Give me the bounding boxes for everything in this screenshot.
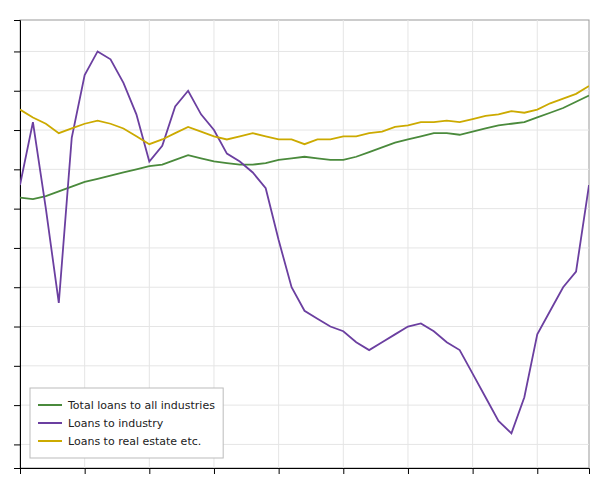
line — [20, 95, 589, 199]
legend-item: Total loans to all industries — [38, 399, 215, 412]
tick-mark — [14, 248, 20, 249]
legend-label: Loans to real estate etc. — [68, 435, 201, 448]
tick-mark — [343, 468, 344, 474]
legend-box — [30, 388, 223, 458]
tick-mark — [14, 209, 20, 210]
tick — [14, 366, 20, 367]
tick — [85, 468, 86, 474]
legend-swatch — [38, 422, 62, 424]
line — [20, 86, 589, 144]
legend-label: Total loans to all industries — [67, 399, 215, 412]
tick-mark — [14, 327, 20, 328]
grid-line — [472, 20, 473, 468]
tick — [537, 468, 538, 474]
tick-mark — [408, 468, 409, 474]
legend-item: Loans to real estate etc. — [38, 435, 201, 448]
grid-line — [20, 130, 589, 131]
axis-line — [21, 469, 590, 475]
tick — [214, 468, 215, 474]
tick — [14, 51, 20, 52]
tick-mark — [214, 468, 215, 474]
legend: Total loans to all industries Loans to in… — [30, 388, 223, 458]
tick — [14, 444, 20, 445]
grid-line — [20, 326, 589, 327]
plot-frame — [20, 20, 589, 468]
tick — [14, 248, 20, 249]
chart: Total loans to all industries Loans to in… — [0, 0, 609, 488]
grid-line — [20, 169, 589, 170]
tick — [14, 209, 20, 210]
grid-line — [20, 365, 589, 366]
grid-line — [20, 51, 589, 52]
y-axis — [14, 21, 21, 469]
tick-mark — [14, 51, 20, 52]
tick — [14, 287, 20, 288]
grid-line — [20, 90, 589, 91]
tick — [14, 405, 20, 406]
tick-mark — [149, 468, 150, 474]
tick — [14, 169, 20, 170]
grid-line — [20, 208, 589, 209]
tick — [473, 468, 474, 474]
tick-mark — [85, 468, 86, 474]
tick-mark — [14, 287, 20, 288]
plot: Total loans to all industries Loans to in… — [14, 20, 590, 474]
tick-mark — [14, 444, 20, 445]
tick-mark — [14, 169, 20, 170]
legend-label: Loans to industry — [68, 417, 164, 430]
grid — [20, 20, 589, 468]
legend-swatch — [38, 404, 62, 406]
tick-mark — [14, 91, 20, 92]
tick-mark — [14, 130, 20, 131]
lines — [20, 51, 589, 433]
grid-line — [20, 287, 589, 288]
x-axis — [21, 468, 590, 474]
tick-mark — [473, 468, 474, 474]
tick-mark — [14, 366, 20, 367]
tick — [14, 130, 20, 131]
tick-mark — [14, 405, 20, 406]
grid-line — [343, 20, 344, 468]
tick — [279, 468, 280, 474]
tick-mark — [537, 468, 538, 474]
tick — [149, 468, 150, 474]
grid-line — [537, 20, 538, 468]
tick — [14, 327, 20, 328]
line — [20, 51, 589, 433]
tick-mark — [279, 468, 280, 474]
tick — [14, 91, 20, 92]
axis-line — [14, 21, 21, 469]
grid-line — [20, 247, 589, 248]
tick — [408, 468, 409, 474]
legend-item: Loans to industry — [38, 417, 164, 430]
tick — [343, 468, 344, 474]
legend-swatch — [38, 440, 62, 442]
grid-line — [407, 20, 408, 468]
